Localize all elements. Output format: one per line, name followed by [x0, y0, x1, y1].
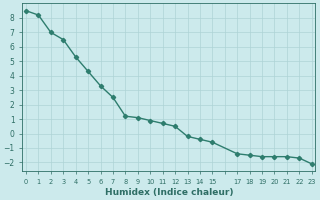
X-axis label: Humidex (Indice chaleur): Humidex (Indice chaleur) — [105, 188, 233, 197]
